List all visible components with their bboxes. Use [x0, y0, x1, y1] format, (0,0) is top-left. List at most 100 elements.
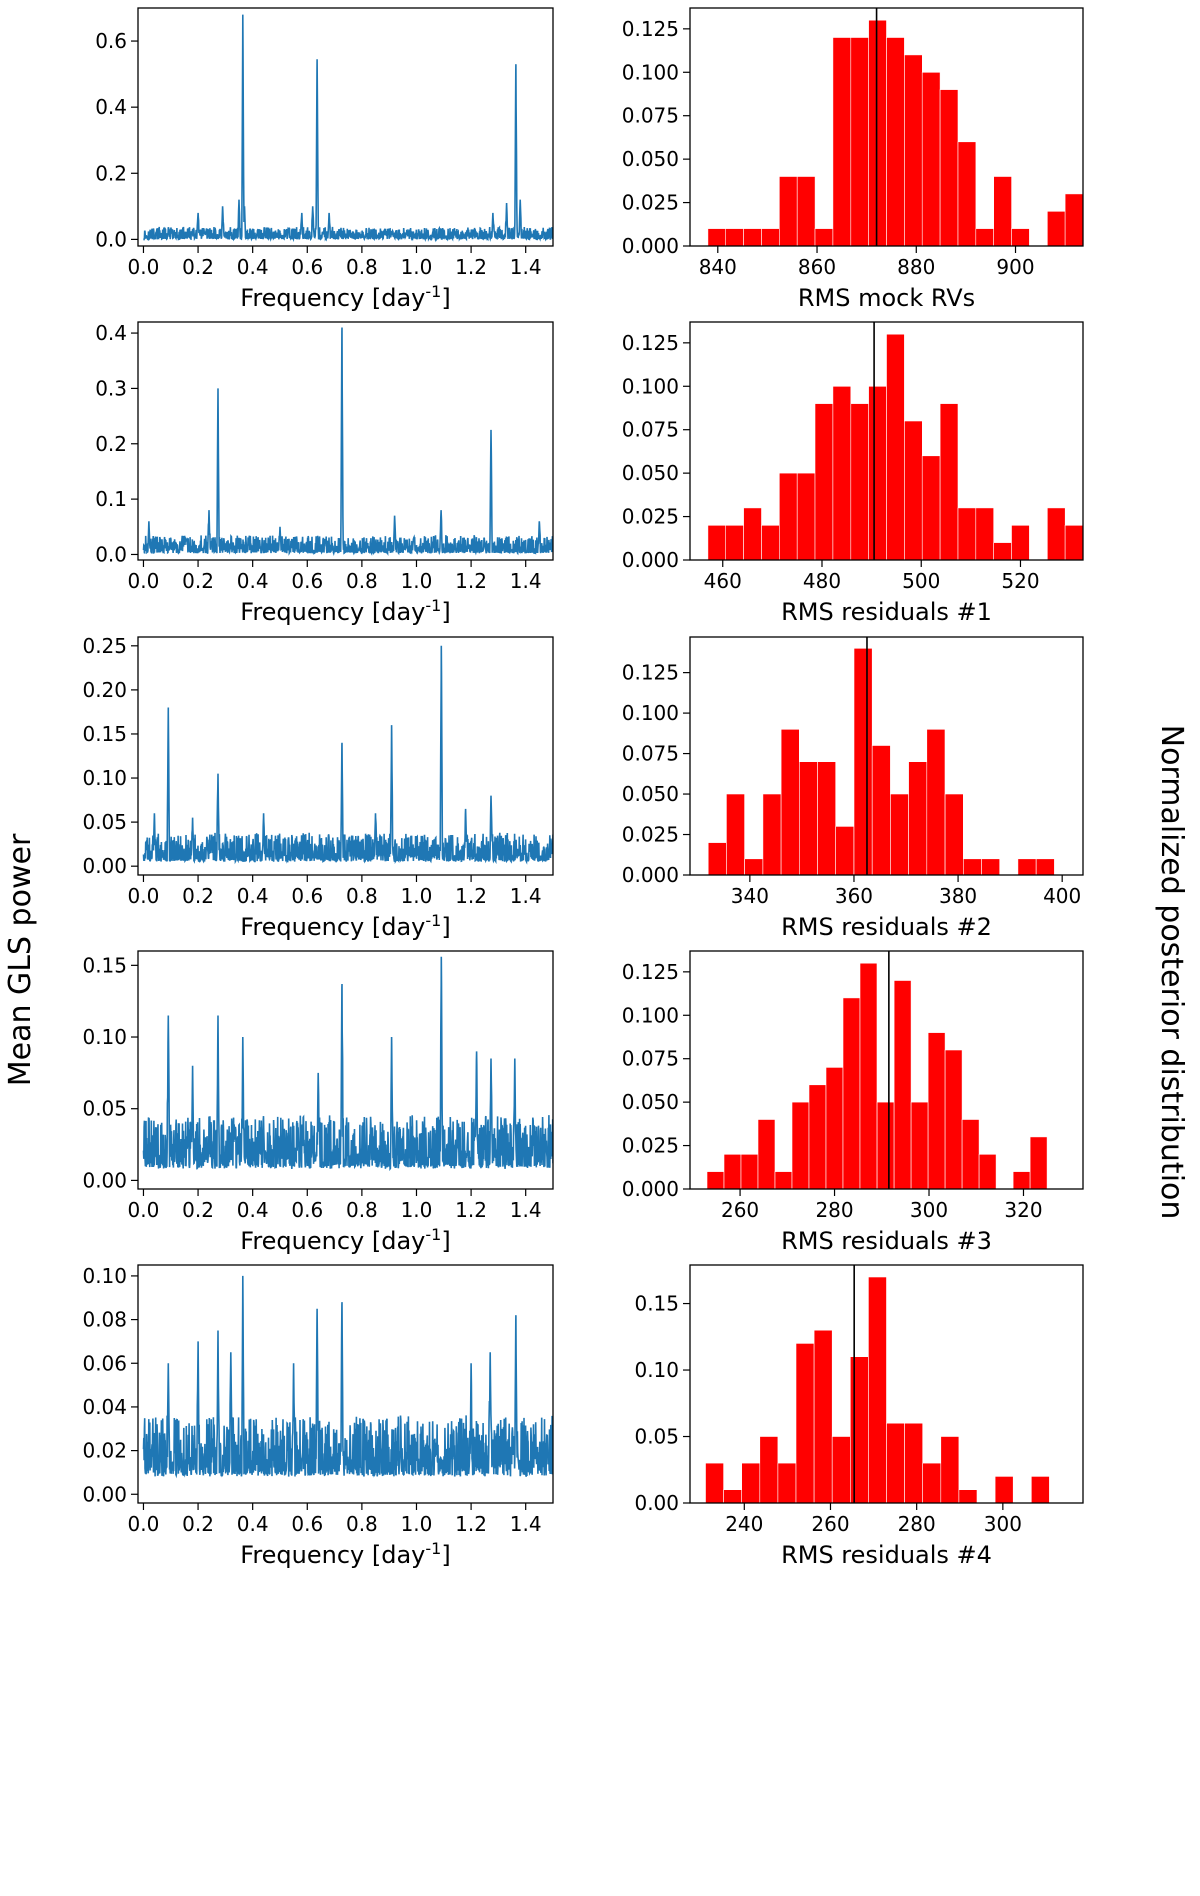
y-tick-label: 0.000: [622, 863, 679, 887]
hist-bar: [761, 524, 780, 560]
hist-bar: [958, 1489, 978, 1503]
y-tick-label: 0.20: [82, 678, 127, 702]
x-tick-label: 1.0: [401, 1512, 433, 1536]
hist-bar: [886, 37, 905, 246]
series-line: [142, 956, 553, 1172]
hist-bar: [904, 1422, 923, 1503]
panel-3: 0.0 0.2 0.4 0.6 0.8 1.0 1.2 1.4 0.0 0.1 0.2 0.3 0.4 F…: [95, 321, 554, 626]
hist-bar: [975, 228, 994, 246]
hist-bar: [1031, 1476, 1050, 1503]
y-tick-label: 0.1: [95, 487, 127, 511]
x-tick-label: 0.0: [128, 255, 160, 279]
y-tick-label: 0.100: [622, 374, 679, 398]
y-tick-label: 0.00: [82, 1168, 127, 1192]
hist-bar: [886, 1422, 905, 1503]
plot-area: [142, 645, 553, 865]
x-tick-label: 1.0: [401, 884, 433, 908]
panel-1: 0.0 0.2 0.4 0.6 0.8 1.0 1.2 1.4 0.0 0.2 0.4 0.6 Freq…: [95, 7, 554, 312]
y-tick-label: 0.075: [622, 418, 679, 442]
y-tick-label: 0.15: [634, 1292, 679, 1316]
axes-frame: [689, 636, 1084, 876]
hist-bar: [743, 507, 762, 560]
x-tick-label: 0.0: [128, 884, 160, 908]
x-tick-label: 880: [897, 255, 935, 279]
hist-bar: [832, 37, 852, 246]
x-tick-label: 320: [1004, 1198, 1042, 1222]
y-tick-label: 0.000: [622, 1177, 679, 1201]
y-tick-label: 0.2: [95, 161, 127, 185]
hist-bar: [1082, 228, 1083, 246]
hist-bar: [831, 1436, 851, 1503]
right-ylabel: Normalized posterior distribution: [1154, 725, 1189, 1220]
hist-bar: [910, 1101, 929, 1189]
hist-bar: [994, 1476, 1014, 1503]
axes-frame: [137, 321, 554, 561]
y-tick-label: 0.02: [82, 1439, 127, 1463]
x-tick-label: 300: [910, 1198, 948, 1222]
hist-bar: [886, 333, 905, 560]
hist-bar: [778, 472, 798, 560]
hist-bar: [850, 37, 869, 246]
y-tick-label: 0.025: [622, 505, 679, 529]
y-tick-label: 0.2: [95, 432, 127, 456]
hist-bar: [853, 647, 873, 875]
y-tick-label: 0.05: [82, 810, 127, 834]
x-tick-label: 1.4: [510, 569, 542, 593]
y-tick-label: 0.000: [622, 548, 679, 572]
series-line: [142, 327, 553, 556]
x-tick-label: 0.2: [182, 1198, 214, 1222]
y-tick-label: 0.000: [622, 234, 679, 258]
y-tick-label: 0.050: [622, 147, 679, 171]
y-tick-label: 0.00: [82, 1482, 127, 1506]
y-tick-label: 0.3: [95, 376, 127, 400]
hist-bar: [868, 1276, 887, 1503]
x-tick-label: 0.6: [291, 569, 323, 593]
plot-area: [142, 1275, 553, 1479]
y-tick-label: 0.0: [95, 227, 127, 251]
x-tick-label: 1.4: [510, 1512, 542, 1536]
y-tick-label: 0.05: [634, 1425, 679, 1449]
y-tick-label: 0.100: [622, 1003, 679, 1027]
y-tick-label: 0.00: [82, 854, 127, 878]
x-tick-label: 1.4: [510, 884, 542, 908]
panel-6: 340 360 380 400 0.000 0.025 0.050 0.075 0.100 0.1…: [622, 636, 1084, 941]
x-tick-label: 280: [815, 1198, 853, 1222]
series-line: [142, 1275, 553, 1479]
plot-area: [707, 322, 1083, 560]
hist-bar: [808, 1084, 827, 1189]
y-tick-label: 0.075: [622, 104, 679, 128]
hist-bar: [832, 385, 852, 560]
hist-bar: [957, 507, 977, 560]
y-tick-label: 0.06: [82, 1351, 127, 1375]
x-tick-label: 0.8: [346, 1198, 378, 1222]
x-tick-label: 1.0: [401, 1198, 433, 1222]
axes-frame: [689, 950, 1084, 1190]
hist-bar: [939, 403, 959, 560]
plot-area: [142, 327, 553, 556]
x-axis-label: RMS residuals #3: [781, 1227, 992, 1255]
axes-frame: [689, 7, 1084, 247]
x-tick-label: 500: [902, 569, 940, 593]
x-tick-label: 0.4: [237, 569, 269, 593]
hist-bar: [842, 997, 861, 1189]
hist-bar: [975, 507, 994, 560]
axes-frame: [689, 1264, 1084, 1504]
hist-bar: [1047, 211, 1066, 246]
hist-bar: [868, 19, 887, 246]
left-ylabel: Mean GLS power: [3, 833, 38, 1086]
hist-bar: [1011, 524, 1030, 560]
x-tick-label: 1.4: [510, 255, 542, 279]
x-axis-label: Frequency [day-1]: [240, 1225, 450, 1255]
plot-area: [707, 8, 1083, 246]
hist-bar: [993, 542, 1012, 560]
x-axis-label: Frequency [day-1]: [240, 911, 450, 941]
x-axis-label: Frequency [day-1]: [240, 1539, 450, 1569]
x-tick-label: 1.2: [455, 255, 487, 279]
hist-bar: [744, 858, 764, 875]
plot-area: [143, 14, 553, 243]
x-tick-label: 1.0: [401, 255, 433, 279]
hist-bar: [706, 1171, 725, 1189]
hist-bar: [978, 1154, 997, 1189]
x-axis-label: RMS residuals #4: [781, 1541, 992, 1569]
